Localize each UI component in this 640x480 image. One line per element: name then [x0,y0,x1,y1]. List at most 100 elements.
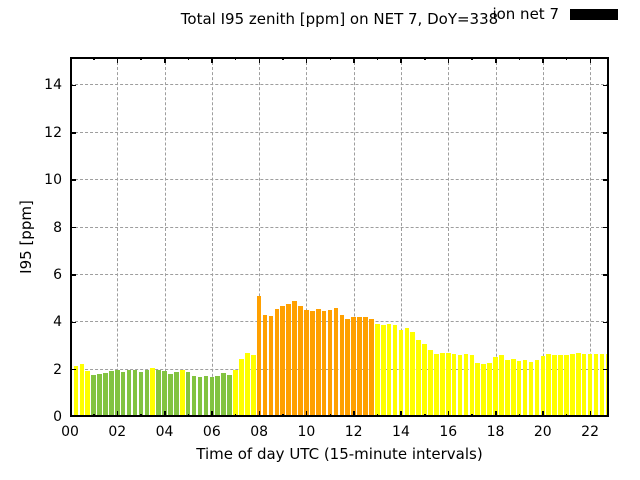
x-tick [353,411,355,417]
x-tick-label-06: 06 [202,424,221,440]
y-tick-label-6: 6 [53,266,62,283]
chart-title: Total I95 zenith [ppm] on NET 7, DoY=338 [180,10,499,28]
x-tick-mirror [542,57,544,63]
x-tick-mirror [518,57,521,60]
h-gridline [70,84,609,86]
h-gridline [70,368,609,370]
v-gridline [542,57,544,417]
bar-02:30 [126,369,132,417]
bar-18:30 [505,360,510,417]
bar-15:15 [428,349,433,417]
x-tick-label-12: 12 [344,424,363,440]
bar-11:15 [333,307,339,417]
bar-06:30 [221,372,226,417]
h-gridline [70,131,609,133]
bar-10:45 [321,311,327,417]
y-tick-mirror [603,226,609,229]
bar-09:00 [280,305,286,417]
bar-00:00 [70,372,73,417]
bar-00:15 [73,366,79,417]
y-tick-label-8: 8 [53,219,62,236]
y-tick-label-0: 0 [53,409,62,425]
bar-10:00 [304,309,309,417]
h-gridline [70,273,609,275]
x-tick-mirror [329,57,332,60]
bar-22:15 [593,354,599,417]
x-tick-mirror [258,57,261,63]
h-gridline [70,226,609,228]
y-tick-label-10: 10 [44,172,62,189]
v-gridline [400,57,402,417]
x-tick-mirror [447,57,450,63]
bar-04:30 [174,371,179,417]
y-axis-label: I95 [ppm] [17,200,35,274]
x-tick-mirror [400,57,402,63]
x-tick [400,411,402,417]
x-tick [565,414,568,417]
bar-03:00 [138,372,144,417]
y-tick [70,368,76,371]
x-tick [589,411,592,417]
bar-17:45 [487,363,492,417]
bar-21:45 [581,353,587,417]
bar-16:45 [463,354,469,417]
x-tick-mirror [211,57,213,63]
bar-14:15 [404,328,410,417]
x-tick [471,414,473,417]
x-tick-mirror [424,57,426,60]
x-tick-mirror [187,57,190,60]
bar-19:15 [522,359,528,417]
x-tick [187,414,190,417]
bar-14:30 [410,331,416,417]
y-tick-label-12: 12 [44,124,62,141]
bar-21:00 [564,354,569,417]
bar-00:45 [85,370,91,417]
x-tick-mirror [589,57,592,63]
bar-13:45 [392,324,398,417]
bar-05:15 [191,376,197,417]
bar-04:00 [162,370,167,417]
bar-07:15 [239,358,244,417]
bar-09:30 [292,300,297,417]
bar-17:00 [469,355,475,417]
bar-00:30 [79,363,85,417]
x-tick-mirror [305,57,308,63]
bar-08:00 [256,296,262,417]
y-tick-mirror [603,368,609,371]
x-tick [424,414,426,417]
bar-19:00 [516,361,522,417]
bar-02:45 [132,370,138,417]
bar-05:30 [197,376,203,417]
x-tick-mirror [282,57,284,60]
y-tick-label-4: 4 [53,314,62,331]
bar-11:45 [345,319,351,417]
bar-02:00 [114,370,120,417]
x-tick-label-10: 10 [297,424,316,440]
h-gridline [70,321,609,323]
bar-21:15 [570,354,575,417]
bar-19:45 [534,360,540,417]
y-tick [70,132,76,134]
x-tick [211,411,213,417]
bar-05:45 [203,375,209,417]
x-tick [93,414,95,417]
bar-19:30 [528,361,534,417]
bar-20:00 [540,356,546,417]
bar-02:15 [120,371,126,417]
h-gridline [70,179,609,181]
bar-11:30 [339,315,345,417]
v-gridline [211,57,213,417]
bar-16:15 [451,353,457,417]
v-gridline [164,57,166,417]
x-tick [282,414,284,417]
x-tick-label-04: 04 [155,424,174,440]
bar-10:15 [310,310,315,417]
x-tick-mirror [164,57,166,63]
bar-17:30 [481,364,486,417]
x-tick-mirror [565,57,568,60]
y-tick-mirror [603,274,609,276]
x-tick-mirror [353,57,355,63]
bar-14:00 [398,330,404,417]
bar-08:15 [262,315,268,417]
bar-12:30 [363,317,368,417]
